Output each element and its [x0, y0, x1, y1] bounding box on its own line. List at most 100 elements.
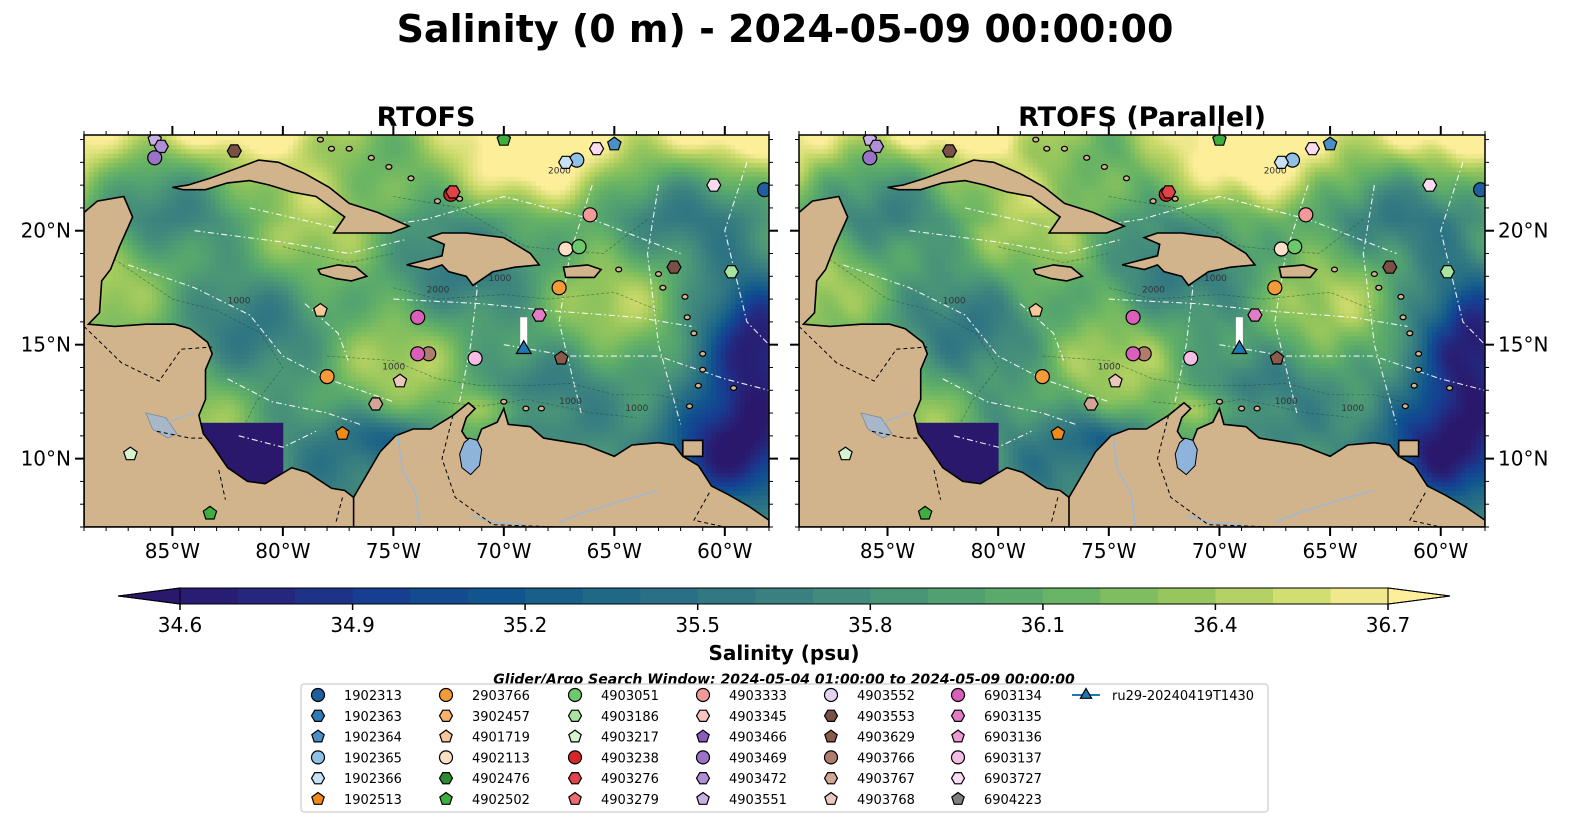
legend-marker [696, 791, 710, 805]
colorbar-tick-label: 35.8 [848, 613, 893, 637]
depth-contour-label: 2000 [1264, 167, 1287, 177]
colorbar-segment [927, 588, 986, 604]
colorbar-segment [1157, 588, 1216, 604]
float-4901719 [1028, 302, 1044, 317]
legend-label: 6903136 [984, 731, 1042, 746]
legend-item: 4903629 [824, 729, 915, 746]
legend-label: 1902513 [344, 793, 402, 808]
lat-tick-label: 20°N [1498, 219, 1548, 243]
float-6903134 [1125, 309, 1141, 325]
depth-contour-label: 1000 [488, 274, 511, 284]
depth-contour-label: 1000 [625, 404, 648, 414]
float-4903217 [122, 446, 138, 461]
legend-item: 4902113 [438, 750, 530, 766]
legend-label: 4903553 [857, 710, 915, 725]
legend-item: 2903766 [438, 687, 530, 704]
map-panel-rtofs: 1000 1000 1000 1000 2000 2000 1000 85°W 80°W 75°W… [21, 126, 778, 563]
float-1902513 [1050, 425, 1066, 440]
legend-item: 4903466 [696, 729, 787, 746]
legend-marker [823, 771, 839, 785]
landmass-trinidad [1397, 439, 1420, 458]
lon-tick-label: 65°W [587, 539, 642, 563]
legend-marker [438, 750, 454, 765]
legend-label: 6903134 [984, 689, 1042, 704]
legend-item: 4903551 [696, 791, 787, 808]
float-2903766 [1267, 280, 1283, 296]
legend-marker [567, 771, 583, 785]
colorbar-segment [1100, 588, 1159, 604]
legend: 1902313 1902363 1902364 1902365 1902366 19025… [300, 683, 1269, 813]
float-4902502 [1212, 135, 1227, 146]
lon-tick-label: 60°W [697, 539, 752, 563]
lake-maracaibo [1174, 437, 1198, 476]
float-4903051 [571, 239, 587, 255]
legend-box [300, 683, 1269, 813]
lon-tick-label: 70°W [476, 539, 531, 563]
legend-item: 4902502 [439, 791, 530, 808]
legend-label: 1902313 [344, 689, 402, 704]
float-4903768 [392, 373, 408, 388]
depth-contour-label: 1000 [943, 297, 966, 307]
country-borders [84, 326, 725, 527]
float-2903766 [1034, 369, 1051, 385]
country-borders [799, 326, 1441, 527]
float-4903767 [368, 397, 384, 411]
colorbar-tick-label: 35.2 [503, 613, 548, 637]
colorbar-segment [755, 588, 814, 604]
legend-item: 1902366 [310, 771, 402, 787]
depth-contour-label: 1000 [559, 397, 582, 407]
colorbar-tick-label: 34.6 [158, 613, 203, 637]
depth-contours [105, 196, 686, 436]
float-6903727 [1422, 178, 1438, 192]
legend-item: ru29-20240419T1430 [1072, 687, 1254, 704]
lon-tick-label: 65°W [1302, 539, 1357, 563]
lon-tick-label: 85°W [145, 539, 200, 563]
colorbar-tick-label: 36.4 [1193, 613, 1238, 637]
lat-tick-label: 20°N [21, 219, 71, 243]
legend-label: 4903552 [857, 689, 915, 704]
float-4902113 [558, 241, 574, 257]
legend-label: 4901719 [472, 731, 530, 746]
lat-tick-label: 15°N [1498, 333, 1548, 357]
small-islands [1032, 136, 1454, 412]
legend-item: 1902364 [311, 729, 402, 746]
legend-item: 4903279 [568, 791, 659, 808]
float-4903472 [153, 139, 169, 154]
legend-marker [950, 709, 966, 723]
map-panel-rtofs-parallel: 1000 1000 1000 1000 2000 2000 1000 85°W 80°W 75°W… [790, 126, 1548, 563]
lat-tick-label: 10°N [21, 447, 71, 471]
legend-label: 4903238 [601, 751, 659, 766]
float-4903629 [1269, 350, 1285, 365]
legend-item: 3902457 [438, 709, 530, 725]
rivers [876, 412, 1375, 527]
float-4903553 [1382, 260, 1398, 274]
legend-item: 6903137 [950, 750, 1042, 766]
lon-tick-label: 85°W [860, 539, 915, 563]
float-4903186 [723, 265, 740, 279]
legend-item: 4903238 [567, 750, 659, 766]
float-6903137 [467, 350, 483, 366]
legend-item: 1902363 [310, 709, 402, 725]
legend-item: 4903186 [567, 709, 659, 725]
legend-marker [823, 709, 839, 723]
depth-contour-label: 1000 [1098, 363, 1121, 373]
colorbar-segment [295, 588, 353, 604]
legend-label: 4902476 [472, 772, 530, 787]
legend-marker [310, 750, 326, 765]
landmass-south [1068, 401, 1485, 527]
legend-label: 4903333 [729, 689, 787, 704]
legend-marker [695, 709, 711, 723]
float-4901719 [313, 302, 328, 317]
legend-marker [310, 771, 326, 785]
legend-marker [950, 687, 966, 703]
legend-marker [823, 687, 839, 703]
float-4903472 [868, 139, 885, 154]
float-4902502 [496, 135, 512, 146]
legend-marker [567, 750, 583, 765]
legend-marker [568, 729, 582, 743]
float-2903766 [319, 369, 335, 385]
landmass-jamaica [317, 264, 369, 282]
float-4903553 [226, 144, 242, 158]
legend-label: 4902502 [472, 793, 530, 808]
legend-marker [950, 771, 966, 785]
